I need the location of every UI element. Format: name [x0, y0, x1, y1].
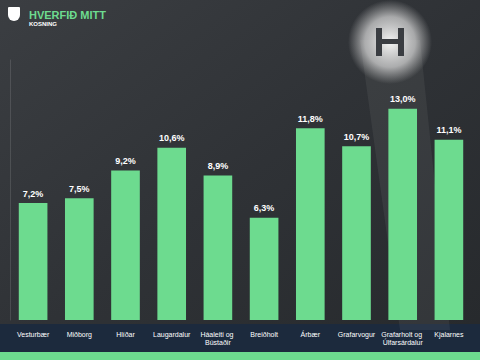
svg-text:KOSNING: KOSNING [29, 21, 57, 27]
svg-text:Hlíðar: Hlíðar [116, 331, 135, 338]
svg-text:Bústaðir: Bústaðir [205, 339, 231, 346]
svg-text:Grafarholt og: Grafarholt og [381, 331, 424, 339]
svg-text:10,6%: 10,6% [159, 133, 185, 143]
svg-text:Úlfarsárdalur: Úlfarsárdalur [383, 338, 424, 346]
svg-text:Árbær: Árbær [301, 330, 321, 338]
svg-text:Miðborg: Miðborg [67, 331, 92, 339]
svg-text:10,7%: 10,7% [344, 132, 370, 142]
svg-text:7,2%: 7,2% [23, 189, 44, 199]
svg-text:Grafarvogur: Grafarvogur [338, 331, 376, 339]
svg-text:Kjalarnes: Kjalarnes [434, 331, 464, 339]
svg-text:7,5%: 7,5% [69, 184, 90, 194]
svg-text:11,1%: 11,1% [436, 125, 461, 135]
svg-text:Breiðholt: Breiðholt [250, 331, 278, 338]
svg-text:Vesturbær: Vesturbær [17, 331, 50, 338]
svg-text:13,0%: 13,0% [390, 94, 416, 104]
svg-text:8,9%: 8,9% [208, 161, 229, 171]
svg-text:Háaleiti og: Háaleiti og [200, 331, 235, 339]
svg-text:6,3%: 6,3% [254, 203, 275, 213]
svg-text:11,8%: 11,8% [298, 114, 323, 124]
svg-text:9,2%: 9,2% [115, 156, 136, 166]
svg-text:HVERFIÐ MITT: HVERFIÐ MITT [29, 9, 106, 21]
svg-text:Laugardalur: Laugardalur [153, 331, 191, 339]
